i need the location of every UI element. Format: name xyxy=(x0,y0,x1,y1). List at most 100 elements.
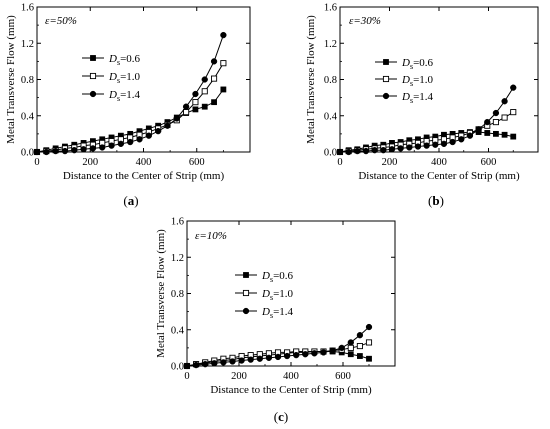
data-point xyxy=(247,356,254,363)
data-point xyxy=(274,353,282,361)
data-point xyxy=(43,148,50,156)
data-point xyxy=(362,147,370,155)
data-point xyxy=(201,88,208,95)
data-point xyxy=(329,347,336,354)
x-axis-label: Distance to the Center of Strip (mm) xyxy=(210,384,372,396)
data-point xyxy=(71,147,78,154)
strain-label: ε=10% xyxy=(195,230,227,242)
data-point xyxy=(388,146,396,153)
data-point xyxy=(80,146,87,153)
data-point xyxy=(220,60,227,67)
legend-label: Ds=0.6 xyxy=(261,270,294,284)
panel-caption: (c) xyxy=(274,409,288,424)
data-point xyxy=(338,344,345,352)
legend-marker xyxy=(383,59,389,65)
y-tick-label: 0.4 xyxy=(21,111,35,122)
data-point xyxy=(466,132,474,139)
series-2 xyxy=(183,323,373,370)
x-tick-label: 200 xyxy=(382,157,398,168)
data-point xyxy=(229,358,236,365)
legend-label: Ds=0.6 xyxy=(108,53,141,67)
data-point xyxy=(356,343,363,350)
data-point xyxy=(145,132,152,139)
x-tick-label: 200 xyxy=(82,157,98,168)
data-point xyxy=(406,144,413,151)
legend-marker xyxy=(243,272,249,278)
data-point xyxy=(320,349,327,356)
data-point xyxy=(99,144,106,151)
x-tick-label: 0 xyxy=(184,371,189,382)
data-point xyxy=(52,147,59,155)
data-point xyxy=(136,136,143,143)
data-point xyxy=(201,76,208,83)
x-tick-label: 600 xyxy=(335,371,351,382)
data-point xyxy=(183,362,191,370)
y-tick-label: 1.6 xyxy=(324,3,337,14)
x-axis-label: Distance to the Center of Strip (mm) xyxy=(63,170,225,182)
y-axis-label: Metal Transverse Flow (mm) xyxy=(305,15,317,144)
x-axis-label: Distance to the Center of Strip (mm) xyxy=(358,170,520,182)
y-tick-label: 0.8 xyxy=(324,75,337,86)
data-point xyxy=(33,148,41,156)
chart-panel-b: 0 200 400 600 0.0 0.4 0.8 1.2 1.6 Distance to the… xyxy=(305,3,539,208)
data-point xyxy=(492,109,500,117)
legend-marker xyxy=(242,307,250,315)
legend-label: Ds=1.0 xyxy=(261,288,294,302)
legend-label: Ds=0.6 xyxy=(401,57,434,71)
legend-label: Ds=1.0 xyxy=(108,71,141,85)
data-point xyxy=(164,122,171,129)
data-point xyxy=(183,109,190,116)
y-tick-label: 1.6 xyxy=(21,3,34,14)
data-point xyxy=(220,359,227,366)
data-point xyxy=(365,339,373,346)
y-axis-label: Metal Transverse Flow (mm) xyxy=(155,229,167,358)
legend-label: Ds=1.4 xyxy=(261,306,294,320)
legend-label: Ds=1.4 xyxy=(108,89,141,103)
legend-marker xyxy=(382,75,390,83)
series-2 xyxy=(33,31,227,156)
data-point xyxy=(345,148,352,156)
data-point xyxy=(192,99,199,106)
data-point xyxy=(510,84,517,91)
y-tick-label: 0.4 xyxy=(171,325,185,336)
y-axis-label: Metal Transverse Flow (mm) xyxy=(5,15,17,144)
data-point xyxy=(182,103,190,110)
data-point xyxy=(265,354,273,361)
series-2 xyxy=(336,84,517,156)
data-point xyxy=(458,136,465,143)
data-point xyxy=(501,98,508,105)
data-point xyxy=(211,360,218,367)
x-tick-label: 600 xyxy=(481,157,497,168)
data-point xyxy=(311,350,318,357)
strain-label: ε=50% xyxy=(45,15,77,27)
data-point xyxy=(192,90,199,98)
data-point xyxy=(501,131,508,138)
data-point xyxy=(108,142,115,149)
y-tick-label: 0.8 xyxy=(171,289,184,300)
data-point xyxy=(354,147,361,155)
data-point xyxy=(283,352,291,360)
data-point xyxy=(201,103,208,110)
series-1 xyxy=(336,109,517,156)
data-point xyxy=(154,128,162,135)
data-point xyxy=(397,145,404,152)
y-tick-label: 1.2 xyxy=(171,253,184,264)
data-point xyxy=(475,126,482,133)
legend-marker xyxy=(89,72,97,80)
data-point xyxy=(440,140,448,147)
data-point xyxy=(336,148,344,156)
x-tick-label: 400 xyxy=(283,371,299,382)
data-point xyxy=(192,106,199,113)
data-point xyxy=(61,147,69,155)
y-tick-label: 1.2 xyxy=(324,39,337,50)
data-point xyxy=(414,143,422,150)
data-point xyxy=(256,355,263,362)
data-point xyxy=(366,355,372,362)
y-tick-label: 1.6 xyxy=(171,217,184,228)
data-point xyxy=(127,138,134,146)
data-point xyxy=(220,31,227,39)
y-tick-label: 0.0 xyxy=(171,362,184,373)
data-point xyxy=(365,323,373,331)
y-tick-label: 0.0 xyxy=(324,148,337,159)
